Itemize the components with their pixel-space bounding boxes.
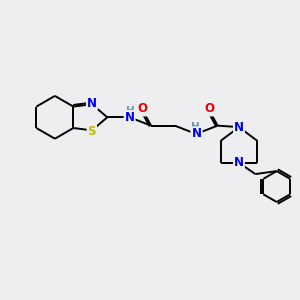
Text: H: H (126, 106, 135, 116)
Text: O: O (138, 103, 148, 116)
Text: N: N (124, 111, 135, 124)
Text: N: N (234, 156, 244, 169)
Text: N: N (234, 121, 244, 134)
Text: H: H (191, 122, 200, 132)
Text: N: N (192, 128, 202, 140)
Text: S: S (88, 125, 96, 138)
Text: O: O (204, 103, 214, 116)
Text: N: N (87, 97, 97, 110)
